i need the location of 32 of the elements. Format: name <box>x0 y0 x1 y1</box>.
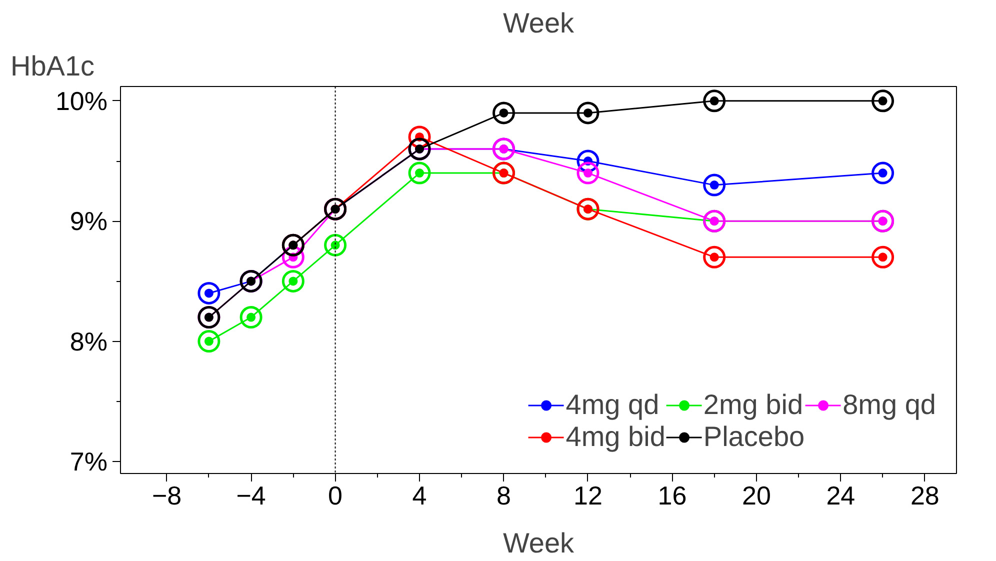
x-tick-label: 16 <box>658 480 687 510</box>
point <box>703 174 726 196</box>
point <box>282 270 304 292</box>
x-tick-label: −8 <box>152 480 182 510</box>
y-tick-label: 7% <box>70 446 108 476</box>
point <box>198 282 220 304</box>
y-tick-label: 10% <box>55 86 108 116</box>
y-tick-label: 9% <box>70 206 108 236</box>
x-tick-label: −4 <box>236 480 266 510</box>
chart-title: Week <box>502 8 576 38</box>
point <box>198 330 220 353</box>
point <box>324 234 347 256</box>
point <box>872 246 894 268</box>
x-tick-label: 28 <box>910 480 940 510</box>
point <box>703 246 726 268</box>
point <box>408 162 431 184</box>
x-tick-label: 20 <box>742 480 771 510</box>
x-tick-label: 24 <box>826 480 856 510</box>
legend-label: 4mg bid <box>566 421 666 453</box>
y-axis-title: HbA1c <box>10 50 95 82</box>
point <box>240 306 262 328</box>
legend-label: 8mg qd <box>842 389 936 421</box>
legend-label: Placebo <box>703 421 805 453</box>
x-tick-label: 4 <box>412 480 427 510</box>
x-tick-label: 0 <box>328 480 343 510</box>
x-tick-label: 12 <box>574 480 602 510</box>
x-axis-title: Week <box>502 528 576 558</box>
legend-label: 2mg bid <box>703 389 804 421</box>
point <box>872 162 894 184</box>
legend-label: 4mg qd <box>566 389 660 421</box>
y-tick-label: 8% <box>70 326 108 356</box>
x-tick-label: 8 <box>496 480 511 510</box>
